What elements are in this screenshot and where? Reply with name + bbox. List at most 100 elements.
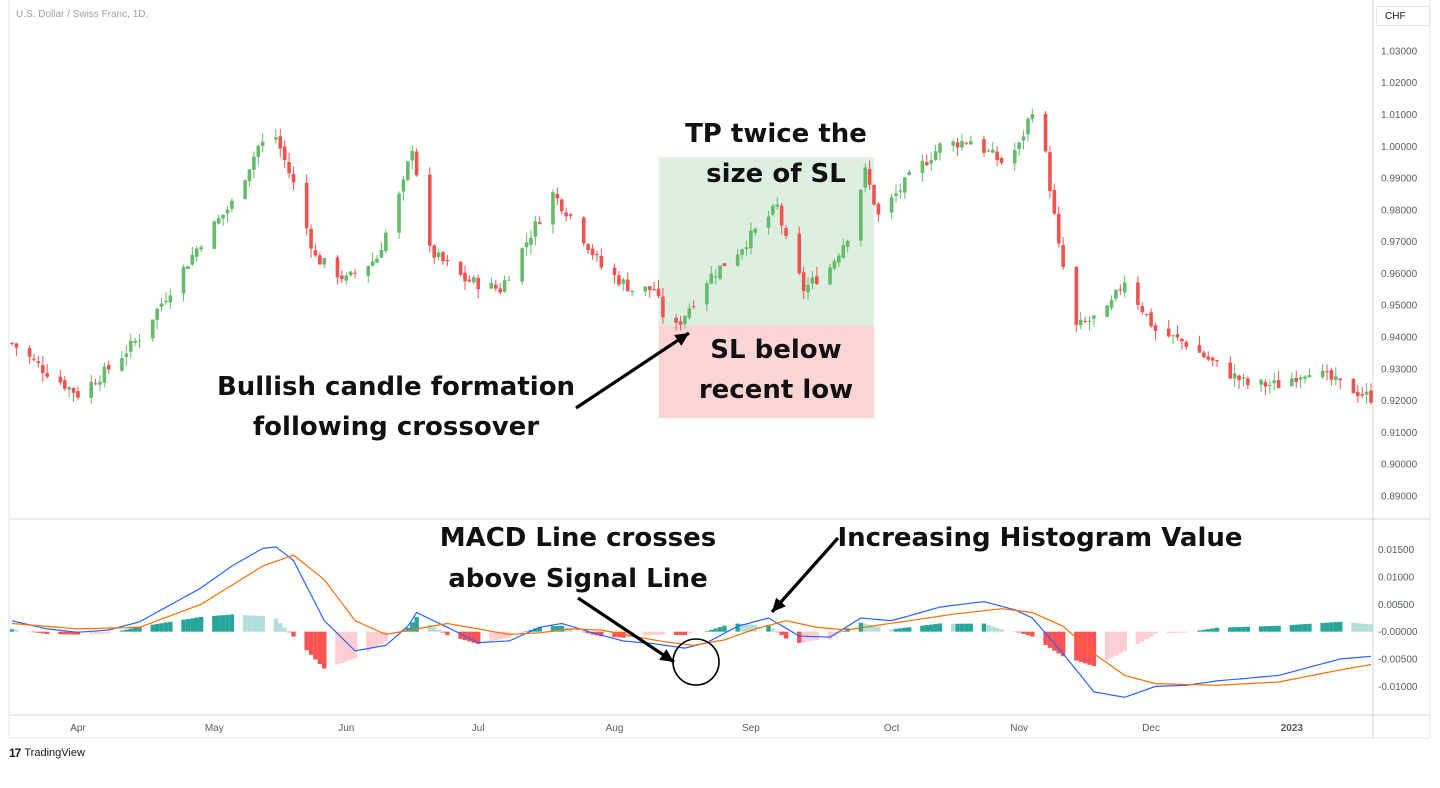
histogram-bar xyxy=(625,631,630,638)
histogram-bar xyxy=(907,627,912,632)
histogram-bar xyxy=(1135,631,1141,644)
candle-body xyxy=(159,303,164,307)
candle-body xyxy=(1136,282,1140,305)
histogram-bar xyxy=(920,625,925,632)
histogram-bar xyxy=(1087,631,1092,665)
histogram-bar xyxy=(986,624,991,632)
candle-body xyxy=(1030,114,1035,120)
candle-body xyxy=(735,254,740,266)
histogram-bar xyxy=(27,631,32,633)
histogram-bar xyxy=(1030,631,1035,637)
candle-body xyxy=(1012,150,1017,164)
histogram-bar xyxy=(88,631,94,635)
candle-body xyxy=(489,282,494,289)
tradingview-brand[interactable]: 17 TradingView xyxy=(9,746,85,760)
histogram-bar xyxy=(427,624,433,632)
time-tick-label: Aug xyxy=(606,723,624,734)
candle-body xyxy=(1043,113,1048,152)
histogram-bar xyxy=(704,631,710,632)
candle-body xyxy=(406,161,410,180)
candle-body xyxy=(1294,377,1299,382)
candle-body xyxy=(1114,289,1118,299)
histogram-bar xyxy=(1043,631,1048,646)
macd-tick-label: -0.00500 xyxy=(1378,655,1418,666)
histogram-bar xyxy=(405,627,411,632)
candle-body xyxy=(859,189,863,241)
take-profit-zone xyxy=(658,157,875,326)
candle-body xyxy=(212,221,217,249)
candle-body xyxy=(806,284,810,293)
histogram-bar xyxy=(959,623,965,632)
candle-body xyxy=(278,136,283,149)
candle-body xyxy=(230,200,234,209)
candle-body xyxy=(771,205,775,215)
histogram-bar xyxy=(440,631,446,633)
stop-loss-zone xyxy=(658,325,875,419)
histogram-bar xyxy=(1074,631,1079,661)
candle-body xyxy=(1105,305,1109,317)
histogram-bar xyxy=(581,631,586,633)
tradingview-logo-icon: 17 xyxy=(9,746,21,760)
histogram-bar xyxy=(1091,631,1097,667)
histogram-bar xyxy=(432,627,437,632)
histogram-bar xyxy=(1324,622,1330,632)
histogram-bar xyxy=(1153,631,1158,635)
histogram-bar xyxy=(1118,631,1123,654)
price-tick-label: 0.89000 xyxy=(1381,491,1418,502)
histogram-bar xyxy=(352,631,358,659)
histogram-bar xyxy=(1056,631,1061,654)
candle-body xyxy=(709,273,714,284)
candle-body xyxy=(564,212,568,217)
price-tick-label: 0.99000 xyxy=(1381,174,1418,185)
macd-line xyxy=(11,546,1372,698)
candle-body xyxy=(1232,373,1237,379)
candle-body xyxy=(810,277,815,284)
histogram-bar xyxy=(937,623,943,632)
histogram-bar xyxy=(524,631,529,632)
histogram-bar xyxy=(62,631,67,635)
candle-body xyxy=(1184,341,1189,347)
histogram-bar xyxy=(1245,626,1251,632)
histogram-bar xyxy=(36,631,41,633)
candle-body xyxy=(933,151,938,161)
candle-body xyxy=(533,221,538,237)
histogram-bar xyxy=(519,631,525,633)
histogram-bar xyxy=(1148,631,1154,637)
candle-body xyxy=(441,252,445,262)
candle-body xyxy=(58,376,63,383)
candle-body xyxy=(243,180,247,199)
histogram-bar xyxy=(1214,627,1220,632)
histogram-bar xyxy=(212,615,217,632)
candle-body xyxy=(458,261,463,275)
candle-body xyxy=(1303,376,1307,379)
histogram-bar xyxy=(128,628,133,632)
candle-body xyxy=(67,387,71,390)
histogram-bar xyxy=(304,631,309,651)
histogram-bar xyxy=(651,631,657,636)
histogram-arrow-head xyxy=(772,597,786,612)
candle-body xyxy=(335,257,340,278)
candle-body xyxy=(876,203,881,215)
candle-body xyxy=(353,272,357,274)
currency-button[interactable]: CHF xyxy=(1376,6,1430,26)
candle-body xyxy=(256,145,261,157)
candle-body xyxy=(568,214,573,216)
histogram-bar xyxy=(106,631,111,634)
histogram-bar xyxy=(797,631,802,643)
bullish-label-line2: following crossover xyxy=(252,412,540,442)
candle-body xyxy=(1118,289,1123,291)
histogram-bar xyxy=(445,631,450,636)
histogram-bar xyxy=(1294,624,1299,632)
histogram-bar xyxy=(1302,624,1308,632)
candle-body xyxy=(282,146,287,160)
candle-body xyxy=(1021,136,1026,141)
histogram-bar xyxy=(467,631,472,642)
histogram-bar xyxy=(981,623,987,632)
candle-body xyxy=(155,308,159,320)
candle-body xyxy=(520,248,524,282)
candle-body xyxy=(1369,390,1373,403)
histogram-bar xyxy=(1351,622,1356,632)
histogram-bar xyxy=(1276,625,1281,632)
candle-body xyxy=(397,193,401,233)
